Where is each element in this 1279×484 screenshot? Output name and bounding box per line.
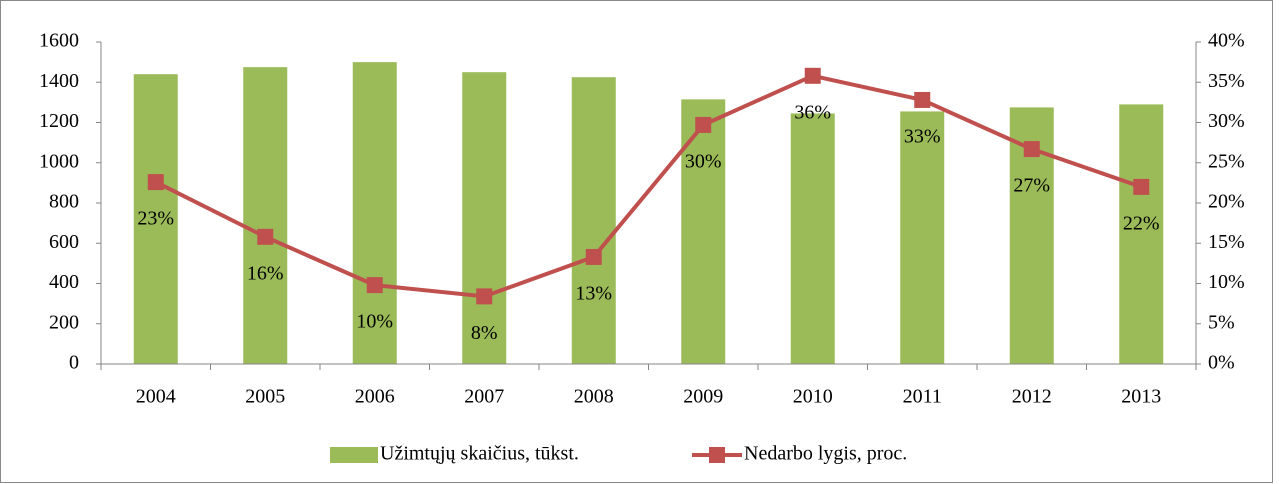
bar: [571, 77, 616, 364]
data-label: 23%: [137, 208, 174, 230]
data-label: 13%: [575, 283, 612, 305]
y-tick-label: 1200: [39, 110, 79, 132]
y2-tick-label: 10%: [1208, 271, 1245, 293]
y-tick-label: 800: [49, 191, 79, 213]
data-label: 8%: [471, 322, 498, 344]
y-tick-label: 400: [49, 271, 79, 293]
y-tick-label: 0: [69, 352, 79, 374]
bar: [790, 113, 835, 364]
marker: [1023, 141, 1040, 158]
marker: [476, 288, 493, 305]
data-label: 33%: [904, 126, 941, 148]
data-label: 16%: [247, 262, 284, 284]
data-label: 36%: [794, 101, 831, 123]
marker: [366, 277, 383, 294]
marker: [914, 91, 931, 108]
y-tick-label: 1400: [39, 70, 79, 92]
data-label: 10%: [356, 311, 393, 333]
bar: [462, 72, 507, 364]
y2-tick-label: 30%: [1208, 110, 1245, 132]
marker: [585, 248, 602, 265]
y2-tick-label: 0%: [1208, 352, 1235, 374]
data-label: 22%: [1123, 212, 1160, 234]
marker: [147, 174, 164, 191]
x-tick-label: 2005: [245, 386, 285, 408]
y2-tick-label: 20%: [1208, 191, 1245, 213]
bar: [243, 67, 288, 364]
marker: [257, 228, 274, 245]
y-tick-label: 1600: [39, 30, 79, 52]
y2-tick-label: 25%: [1208, 150, 1245, 172]
legend-swatch: [330, 447, 378, 463]
marker: [804, 67, 821, 84]
bar: [352, 62, 397, 364]
y2-tick-label: 5%: [1208, 311, 1235, 333]
x-tick-label: 2004: [136, 386, 176, 408]
x-tick-label: 2013: [1121, 386, 1161, 408]
x-tick-label: 2006: [355, 386, 395, 408]
y-tick-label: 600: [49, 231, 79, 253]
legend-marker: [709, 447, 725, 463]
y2-tick-label: 40%: [1208, 30, 1245, 52]
x-tick-label: 2009: [683, 386, 723, 408]
y-tick-label: 1000: [39, 150, 79, 172]
data-label: 30%: [685, 151, 722, 173]
bar: [681, 99, 726, 364]
x-tick-label: 2012: [1012, 386, 1052, 408]
x-tick-label: 2010: [793, 386, 833, 408]
x-tick-label: 2011: [903, 386, 942, 408]
bar: [1119, 104, 1164, 364]
bar: [133, 74, 178, 364]
legend-label: Nedarbo lygis, proc.: [744, 443, 907, 465]
marker: [1133, 178, 1150, 195]
marker: [695, 116, 712, 133]
y2-tick-label: 15%: [1208, 231, 1245, 253]
bar: [900, 111, 945, 365]
line: [154, 73, 1142, 299]
data-label: 27%: [1013, 175, 1050, 197]
x-tick-label: 2007: [464, 386, 504, 408]
legend-label: Užimtųjų skaičius, tūkst.: [380, 443, 579, 465]
y-tick-label: 200: [49, 311, 79, 333]
x-tick-label: 2008: [574, 386, 614, 408]
y2-tick-label: 35%: [1208, 70, 1245, 92]
